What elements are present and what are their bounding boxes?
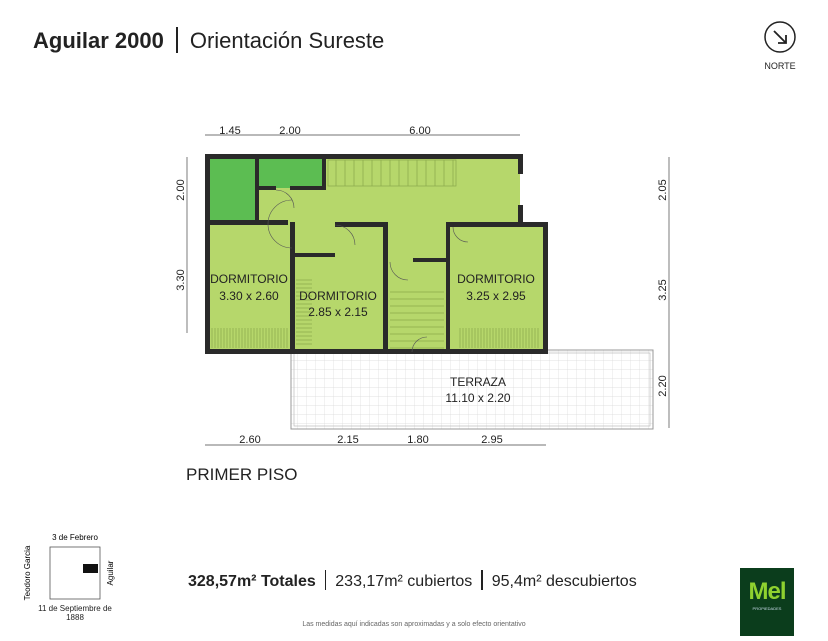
room-size: 3.25 x 2.95 bbox=[466, 289, 526, 303]
room-size: 2.85 x 2.15 bbox=[308, 305, 368, 319]
walls bbox=[205, 154, 548, 354]
property-name: Aguilar 2000 bbox=[33, 28, 164, 53]
dimension-label: 2.60 bbox=[239, 434, 260, 446]
room-name: DORMITORIO bbox=[210, 272, 288, 286]
dimension-label: 2.15 bbox=[337, 434, 358, 446]
location-map: 3 de Febrero Teodoro Garcia Aguilar bbox=[23, 533, 115, 600]
dimension-label: 3.30 bbox=[175, 269, 187, 290]
street-right: Aguilar bbox=[106, 560, 115, 585]
north-indicator: NORTE bbox=[760, 20, 800, 71]
floor-label: PRIMER PISO bbox=[186, 465, 298, 484]
dimension-label: 2.00 bbox=[279, 125, 300, 137]
total-area: 328,57m² Totales bbox=[188, 573, 316, 590]
lot-marker bbox=[83, 564, 98, 573]
arrow-down-right-circle-icon bbox=[764, 21, 796, 53]
area-totals: 328,57m² Totales 233,17m² cubiertos 95,4m²… bbox=[188, 570, 637, 591]
dimension-label: 2.20 bbox=[657, 375, 669, 396]
dimension-label: 2.05 bbox=[657, 179, 669, 200]
room-name: DORMITORIO bbox=[457, 272, 535, 286]
bathroom-1 bbox=[208, 157, 258, 220]
orientation: Orientación Sureste bbox=[189, 28, 385, 53]
dimension-label: 2.95 bbox=[481, 434, 502, 446]
room-name: TERRAZA bbox=[450, 375, 506, 389]
page-title: Aguilar 2000 Orientación Sureste bbox=[33, 27, 384, 54]
terrace bbox=[290, 349, 654, 430]
disclaimer: Las medidas aquí indicadas son aproximad… bbox=[302, 621, 526, 628]
room-size: 3.30 x 2.60 bbox=[219, 289, 279, 303]
brand-logo: Mel PROPIEDADES bbox=[740, 568, 794, 636]
staircase bbox=[327, 159, 457, 187]
dimension-label: 1.45 bbox=[219, 125, 240, 137]
street-top: 3 de Febrero bbox=[52, 533, 98, 542]
north-label: NORTE bbox=[764, 61, 796, 71]
dimension-label: 2.00 bbox=[175, 179, 187, 200]
dimension-label: 1.80 bbox=[407, 434, 428, 446]
covered-area: 233,17m² cubiertos bbox=[335, 573, 473, 590]
dimension-label: 3.25 bbox=[657, 279, 669, 300]
street-left: Teodoro Garcia bbox=[23, 545, 32, 600]
bathroom-2 bbox=[258, 157, 324, 188]
street-bottom: 11 de Septiembre de 1888 bbox=[38, 604, 112, 622]
room-name: DORMITORIO bbox=[299, 289, 377, 303]
uncovered-area: 95,4m² descubiertos bbox=[491, 573, 637, 590]
room-size: 11.10 x 2.20 bbox=[445, 391, 510, 405]
dimension-label: 6.00 bbox=[409, 125, 430, 137]
